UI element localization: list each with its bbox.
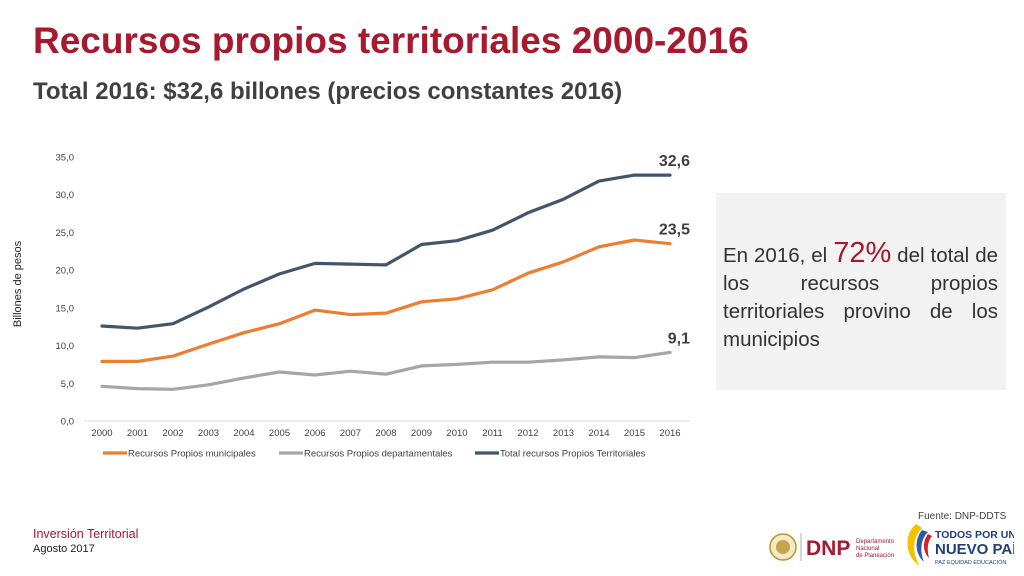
x-tick-label: 2006 <box>304 428 325 439</box>
y-axis-label: Billones de pesos <box>12 240 24 327</box>
page-title: Recursos propios territoriales 2000-2016 <box>33 20 749 61</box>
dnp-logo-mark: DNP <box>806 537 850 560</box>
swoosh-icon <box>907 524 922 566</box>
x-tick-label: 2010 <box>446 428 467 439</box>
x-tick-label: 2016 <box>659 428 680 439</box>
x-ticks: 2000 2001 2002 2003 2004 2005 2006 2007 2008 2009… <box>91 428 680 439</box>
series-line <box>100 238 672 363</box>
x-tick-label: 2011 <box>482 428 502 439</box>
x-tick-label: 2007 <box>340 428 361 439</box>
series-line <box>100 350 672 391</box>
dnp-logo-line2: Nacional <box>856 546 879 552</box>
y-tick-label: 0,0 <box>61 417 74 428</box>
dnp-logo: DNP Departamento Nacional de Planeación <box>769 533 895 561</box>
legend-label: Total recursos Propios Territoriales <box>500 449 646 460</box>
y-tick-label: 15,0 <box>56 303 75 314</box>
x-tick-label: 2015 <box>624 428 645 439</box>
x-tick-label: 2014 <box>588 428 609 439</box>
x-tick-label: 2000 <box>91 428 112 439</box>
legend-label: Recursos Propios municipales <box>128 449 256 460</box>
x-tick-label: 2013 <box>553 428 574 439</box>
x-tick-label: 2003 <box>198 428 219 439</box>
footer-title: Inversión Territorial <box>33 527 139 541</box>
dnp-logo-line1: Departamento <box>856 539 895 545</box>
x-tick-label: 2002 <box>162 428 183 439</box>
x-tick-label: 2012 <box>517 428 538 439</box>
series-end-label: 32,6 <box>659 153 690 170</box>
y-tick-label: 35,0 <box>56 153 75 164</box>
legend-label: Recursos Propios departamentales <box>304 449 453 460</box>
gobierno-logo-line2: NUEVO PAÍS <box>935 541 1014 558</box>
y-ticks: 0,0 5,0 10,0 15,0 20,0 25,0 30,0 35,0 <box>56 153 75 428</box>
y-tick-label: 5,0 <box>61 379 74 390</box>
source-note: Fuente: DNP-DDTS <box>918 511 1007 522</box>
y-tick-label: 25,0 <box>56 228 75 239</box>
callout-percent: 72% <box>833 237 892 269</box>
x-tick-label: 2001 <box>127 428 148 439</box>
page-subtitle: Total 2016: $32,6 billones (precios cons… <box>33 78 623 105</box>
y-tick-label: 30,0 <box>56 190 75 201</box>
callout-text-before: En 2016, el <box>723 244 834 267</box>
callout-box: En 2016, el 72% del total de los recurso… <box>716 193 1006 390</box>
x-tick-label: 2008 <box>375 428 396 439</box>
x-tick-label: 2009 <box>411 428 432 439</box>
dnp-logo-line3: de Planeación <box>856 553 894 559</box>
gobierno-logo-line3: PAZ EQUIDAD EDUCACIÓN <box>935 559 1006 566</box>
gobierno-logo-line1: TODOS POR UN <box>935 529 1014 541</box>
footer-date: Agosto 2017 <box>33 543 95 555</box>
callout-text-after: del total de los recursos propios territ… <box>723 244 998 351</box>
end-labels: 23,5 9,1 32,6 <box>659 153 690 347</box>
y-tick-label: 10,0 <box>56 341 75 352</box>
x-tick-label: 2005 <box>269 428 290 439</box>
series-lines <box>100 173 672 391</box>
y-tick-label: 20,0 <box>56 266 75 277</box>
x-tick-label: 2004 <box>233 428 254 439</box>
todos-por-un-nuevo-pais-logo: TODOS POR UN NUEVO PAÍS PAZ EQUIDAD EDUC… <box>907 524 1014 566</box>
series-line <box>100 173 672 330</box>
legend: Recursos Propios municipales Recursos Pro… <box>103 449 646 460</box>
series-end-label: 9,1 <box>668 330 690 347</box>
series-end-label: 23,5 <box>659 222 690 239</box>
